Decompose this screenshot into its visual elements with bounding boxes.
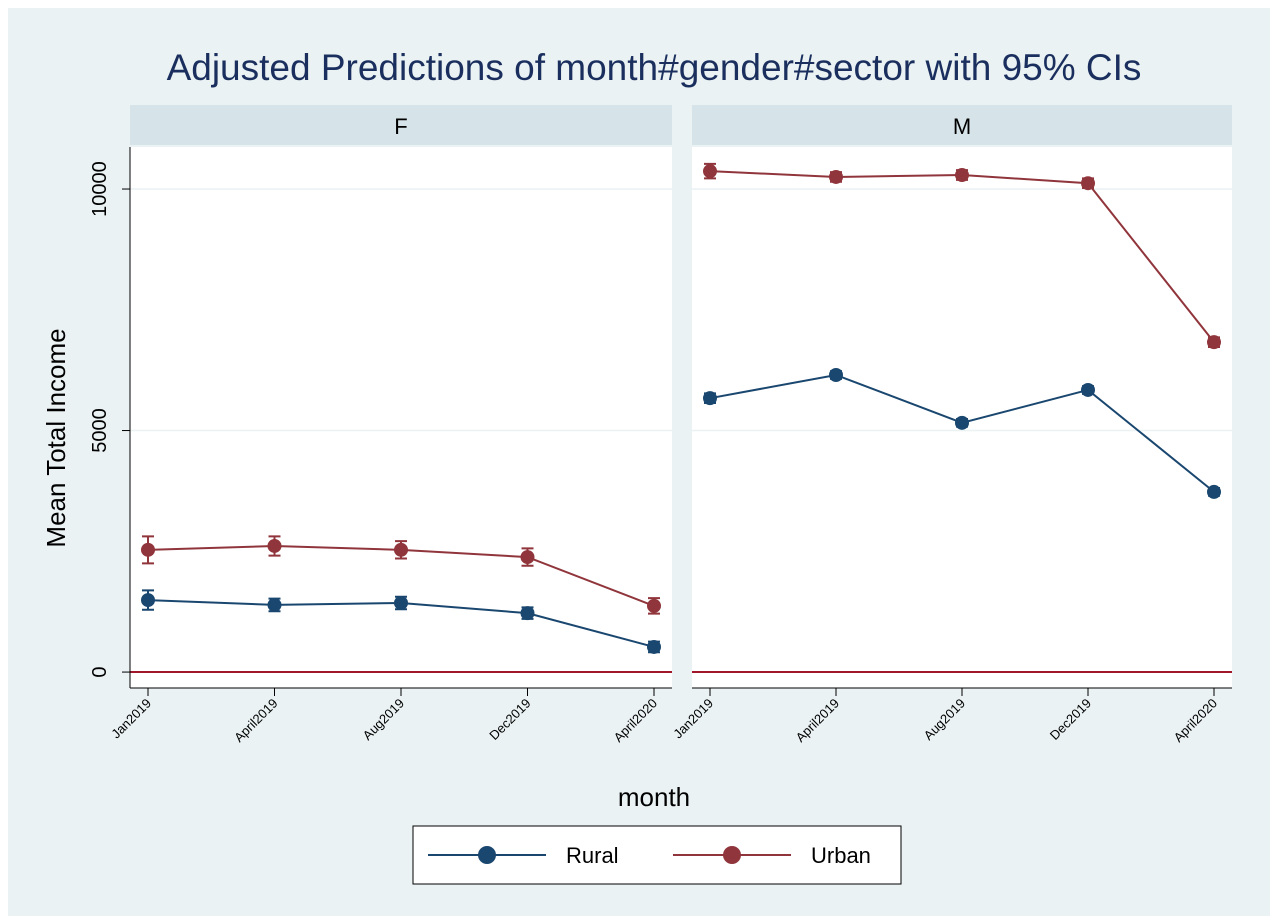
- panel-strip: [692, 105, 1232, 145]
- point: [267, 597, 282, 612]
- y-axis-title: Mean Total Income: [41, 328, 71, 547]
- point: [1207, 484, 1221, 499]
- legend-marker: [478, 846, 496, 864]
- y-tick-label: 5000: [89, 408, 111, 453]
- point: [703, 391, 717, 406]
- chart-title: Adjusted Predictions of month#gender#sec…: [167, 47, 1142, 88]
- panel-title: M: [953, 114, 971, 139]
- y-tick-label: 0: [89, 666, 111, 677]
- x-axis-title: month: [618, 782, 690, 812]
- legend-label: Rural: [566, 843, 619, 868]
- point: [955, 415, 969, 430]
- legend-marker: [723, 846, 741, 864]
- point: [1081, 176, 1095, 191]
- point: [955, 168, 969, 183]
- legend-label: Urban: [811, 843, 871, 868]
- point: [520, 550, 535, 565]
- point: [1081, 382, 1095, 397]
- point: [141, 542, 155, 557]
- point: [829, 169, 843, 184]
- point: [141, 593, 155, 608]
- point: [647, 639, 661, 654]
- y-tick-label: 10000: [89, 161, 111, 217]
- point: [394, 595, 408, 610]
- point: [520, 606, 535, 621]
- panel-title: F: [394, 114, 407, 139]
- point: [267, 538, 282, 553]
- point: [1207, 335, 1221, 350]
- point: [394, 542, 408, 557]
- panel-strip: [130, 105, 672, 145]
- point: [703, 164, 717, 179]
- point: [647, 598, 661, 613]
- point: [829, 367, 843, 382]
